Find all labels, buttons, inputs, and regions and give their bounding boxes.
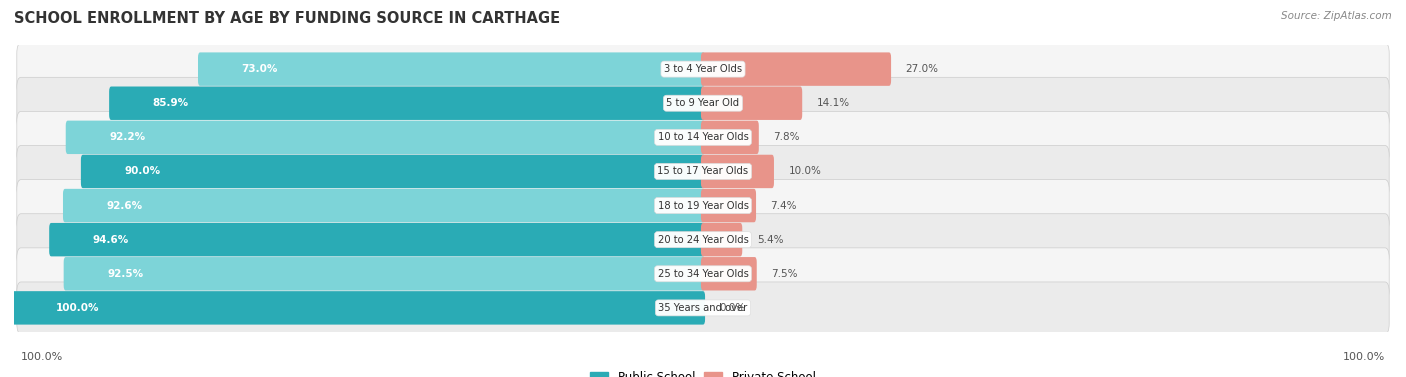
Text: 90.0%: 90.0% [124, 166, 160, 176]
FancyBboxPatch shape [17, 146, 1389, 198]
FancyBboxPatch shape [110, 86, 704, 120]
FancyBboxPatch shape [17, 77, 1389, 129]
FancyBboxPatch shape [702, 257, 756, 291]
FancyBboxPatch shape [17, 214, 1389, 265]
Text: 27.0%: 27.0% [905, 64, 939, 74]
FancyBboxPatch shape [702, 121, 759, 154]
FancyBboxPatch shape [702, 189, 756, 222]
Text: 92.5%: 92.5% [107, 269, 143, 279]
Text: 85.9%: 85.9% [152, 98, 188, 108]
Text: 94.6%: 94.6% [93, 234, 129, 245]
Text: 5 to 9 Year Old: 5 to 9 Year Old [666, 98, 740, 108]
Text: 100.0%: 100.0% [1343, 352, 1385, 362]
Legend: Public School, Private School: Public School, Private School [586, 366, 820, 377]
FancyBboxPatch shape [702, 155, 773, 188]
Text: 7.5%: 7.5% [772, 269, 797, 279]
Text: 100.0%: 100.0% [21, 352, 63, 362]
FancyBboxPatch shape [82, 155, 704, 188]
Text: Source: ZipAtlas.com: Source: ZipAtlas.com [1281, 11, 1392, 21]
FancyBboxPatch shape [13, 291, 704, 325]
Text: 18 to 19 Year Olds: 18 to 19 Year Olds [658, 201, 748, 211]
FancyBboxPatch shape [66, 121, 704, 154]
FancyBboxPatch shape [198, 52, 704, 86]
Text: 73.0%: 73.0% [242, 64, 278, 74]
FancyBboxPatch shape [17, 179, 1389, 231]
Text: 3 to 4 Year Olds: 3 to 4 Year Olds [664, 64, 742, 74]
Text: 25 to 34 Year Olds: 25 to 34 Year Olds [658, 269, 748, 279]
FancyBboxPatch shape [17, 112, 1389, 163]
Text: 10.0%: 10.0% [789, 166, 821, 176]
Text: 92.6%: 92.6% [107, 201, 142, 211]
Text: 14.1%: 14.1% [817, 98, 849, 108]
Text: 7.4%: 7.4% [770, 201, 797, 211]
FancyBboxPatch shape [17, 282, 1389, 334]
FancyBboxPatch shape [17, 248, 1389, 300]
FancyBboxPatch shape [702, 223, 742, 256]
FancyBboxPatch shape [49, 223, 704, 256]
Text: 92.2%: 92.2% [110, 132, 145, 143]
FancyBboxPatch shape [63, 257, 704, 291]
Text: 35 Years and over: 35 Years and over [658, 303, 748, 313]
Text: 15 to 17 Year Olds: 15 to 17 Year Olds [658, 166, 748, 176]
Text: 100.0%: 100.0% [55, 303, 98, 313]
Text: SCHOOL ENROLLMENT BY AGE BY FUNDING SOURCE IN CARTHAGE: SCHOOL ENROLLMENT BY AGE BY FUNDING SOUR… [14, 11, 560, 26]
FancyBboxPatch shape [702, 52, 891, 86]
FancyBboxPatch shape [63, 189, 704, 222]
Text: 0.0%: 0.0% [720, 303, 745, 313]
Text: 10 to 14 Year Olds: 10 to 14 Year Olds [658, 132, 748, 143]
Text: 20 to 24 Year Olds: 20 to 24 Year Olds [658, 234, 748, 245]
Text: 5.4%: 5.4% [756, 234, 783, 245]
Text: 7.8%: 7.8% [773, 132, 800, 143]
FancyBboxPatch shape [17, 43, 1389, 95]
FancyBboxPatch shape [702, 86, 803, 120]
